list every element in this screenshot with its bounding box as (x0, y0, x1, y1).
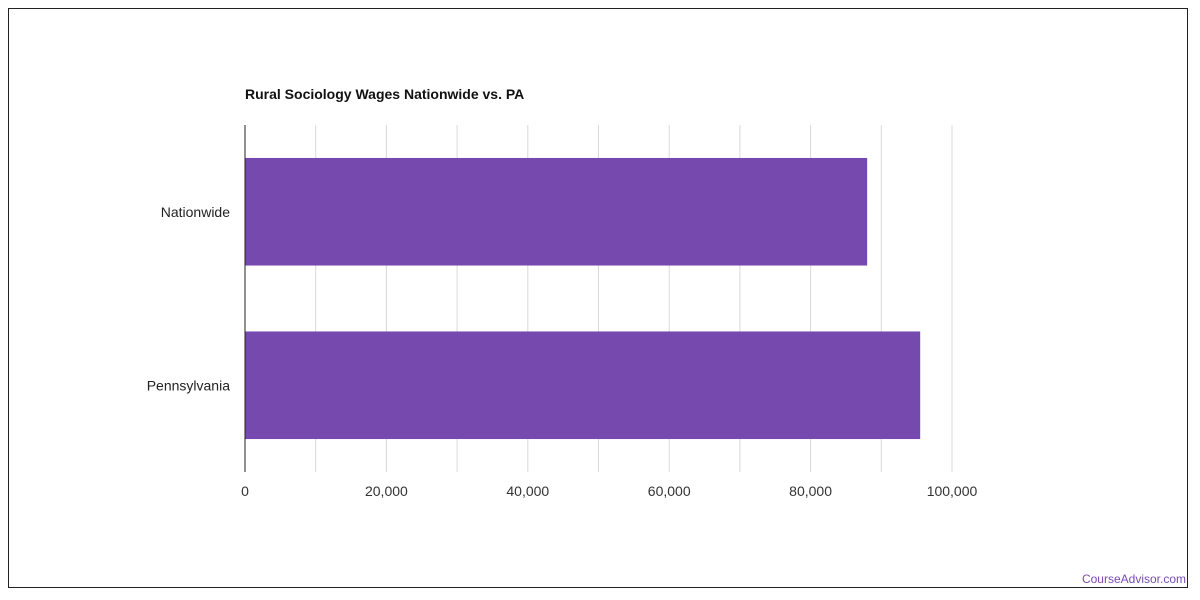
category-label: Nationwide (161, 204, 230, 220)
x-tick-label: 0 (241, 483, 249, 499)
x-tick-label: 80,000 (789, 483, 832, 499)
watermark: CourseAdvisor.com (1081, 572, 1186, 586)
x-tick-label: 100,000 (927, 483, 978, 499)
x-tick-label: 60,000 (648, 483, 691, 499)
category-label: Pennsylvania (147, 377, 230, 393)
bars (245, 157, 921, 440)
bar-pennsylvania (245, 331, 921, 440)
x-tick-label: 40,000 (506, 483, 549, 499)
chart-title: Rural Sociology Wages Nationwide vs. PA (245, 86, 524, 102)
bar-nationwide (245, 157, 868, 266)
x-tick-label: 20,000 (365, 483, 408, 499)
labels: Nationwide Pennsylvania 0 20,000 40,000 60,00… (147, 204, 978, 499)
